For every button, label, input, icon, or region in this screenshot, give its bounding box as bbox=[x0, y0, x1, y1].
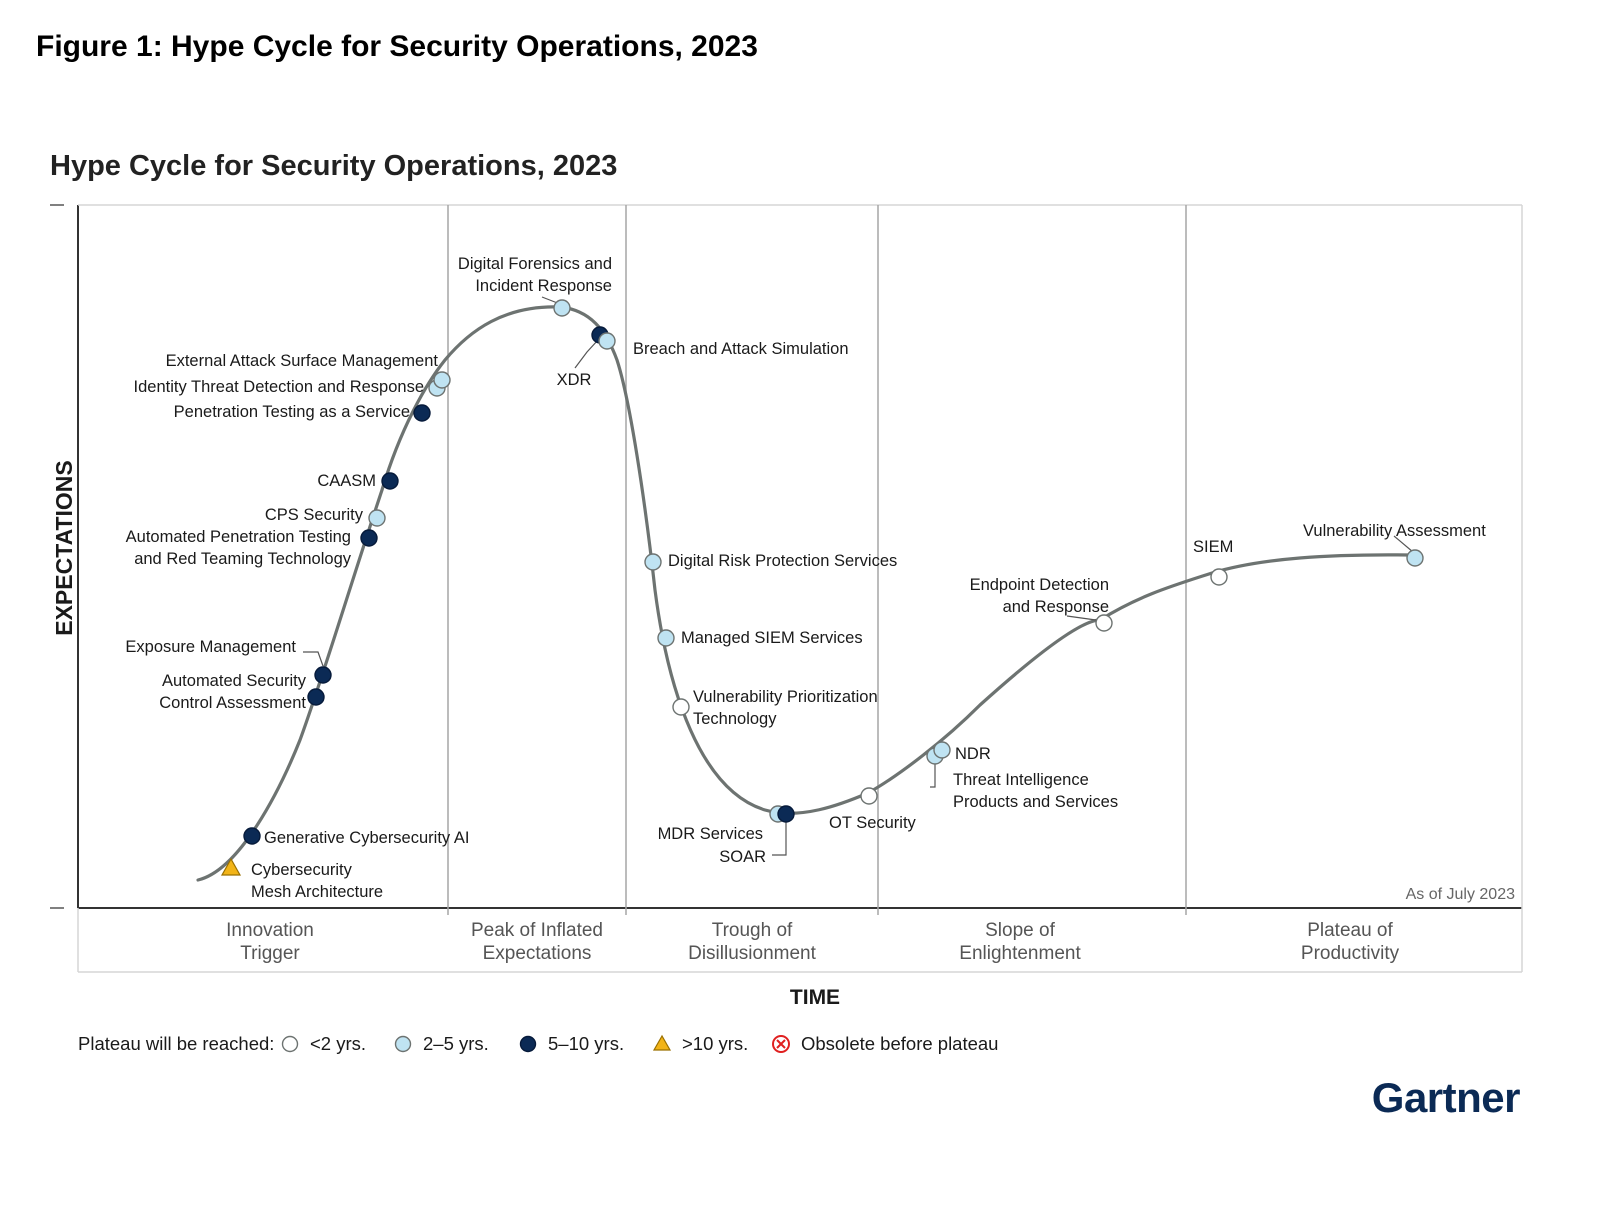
legend-prefix: Plateau will be reached: bbox=[78, 1033, 274, 1054]
chart-title: Hype Cycle for Security Operations, 2023 bbox=[50, 150, 617, 182]
technology-labels: Cybersecurity Mesh Architecture Generative… bbox=[125, 255, 1486, 901]
label-siem: SIEM bbox=[1193, 538, 1233, 556]
marker-vulnerability-prioritization-technology bbox=[672, 698, 690, 716]
marker-vulnerability-assessment bbox=[1406, 549, 1424, 567]
legend-item-gt10: >10 yrs. bbox=[652, 1033, 748, 1054]
marker-automated-penetration-testing-and-red-teaming-technology bbox=[360, 529, 378, 547]
label-caasm: CAASM bbox=[317, 472, 376, 490]
legend-label: 2–5 yrs. bbox=[423, 1033, 489, 1054]
label-external-attack-surface-management: External Attack Surface Management bbox=[166, 352, 439, 370]
label-xdr: XDR bbox=[557, 371, 592, 389]
leader-line bbox=[574, 339, 599, 369]
leader-line bbox=[772, 822, 787, 856]
gartner-logo: Gartner bbox=[1372, 1074, 1520, 1121]
legend-item-obsolete: Obsolete before plateau bbox=[772, 1033, 998, 1054]
marker-automated-security-control-assessment bbox=[307, 688, 325, 706]
light-blue-circle-icon bbox=[394, 1035, 412, 1053]
marker-soar bbox=[777, 805, 795, 823]
y-axis-label: EXPECTATIONS bbox=[51, 460, 77, 636]
as-of-label: As of July 2023 bbox=[1406, 886, 1516, 903]
label-vulnerability-prioritization-technology: Vulnerability Prioritization Technology bbox=[693, 688, 878, 728]
label-automated-penetration-testing-and-red-teaming-technology: Automated Penetration Testing and Red Tea… bbox=[126, 528, 352, 568]
marker-digital-risk-protection-services bbox=[644, 553, 662, 571]
legend: Plateau will be reached: <2 yrs. 2–5 yrs. 5… bbox=[78, 1033, 998, 1054]
dark-blue-circle-icon bbox=[519, 1035, 537, 1053]
label-ndr: NDR bbox=[955, 745, 991, 763]
label-identity-threat-detection-and-response: Identity Threat Detection and Response bbox=[134, 378, 424, 396]
phase-label: Innovation Trigger bbox=[226, 920, 314, 964]
label-generative-cybersecurity-ai: Generative Cybersecurity AI bbox=[264, 829, 469, 847]
phase-labels: Innovation Trigger Peak of Inflated Expecta… bbox=[226, 920, 1399, 964]
label-soar: SOAR bbox=[719, 848, 766, 866]
marker-penetration-testing-as-a-service bbox=[413, 404, 431, 422]
label-automated-security-control-assessment: Automated Security Control Assessment bbox=[159, 672, 306, 712]
label-vulnerability-assessment: Vulnerability Assessment bbox=[1303, 522, 1486, 540]
marker-external-attack-surface-management bbox=[433, 371, 451, 389]
leader-line bbox=[303, 651, 324, 667]
marker-siem bbox=[1210, 568, 1228, 586]
label-breach-and-attack-simulation: Breach and Attack Simulation bbox=[633, 340, 849, 358]
label-digital-risk-protection-services: Digital Risk Protection Services bbox=[668, 552, 897, 570]
marker-ndr bbox=[933, 741, 951, 759]
marker-cps-security bbox=[368, 509, 386, 527]
legend-label: Obsolete before plateau bbox=[801, 1033, 998, 1054]
x-axis-label: TIME bbox=[790, 986, 840, 1009]
leader-lines bbox=[303, 296, 1414, 856]
phase-label: Plateau of Productivity bbox=[1301, 920, 1400, 964]
label-threat-intelligence-products-and-services: Threat Intelligence Products and Services bbox=[953, 771, 1118, 811]
legend-item-y5to10: 5–10 yrs. bbox=[519, 1033, 624, 1054]
label-digital-forensics-and-incident-response: Digital Forensics and Incident Response bbox=[458, 255, 612, 295]
label-managed-siem-services: Managed SIEM Services bbox=[681, 629, 863, 647]
label-cybersecurity-mesh-architecture: Cybersecurity Mesh Architecture bbox=[251, 861, 383, 901]
legend-label: <2 yrs. bbox=[310, 1033, 366, 1054]
x-circle-icon bbox=[772, 1035, 790, 1053]
label-ot-security: OT Security bbox=[829, 814, 917, 832]
technology-markers bbox=[220, 299, 1424, 876]
leader-line bbox=[1393, 535, 1414, 553]
leader-line bbox=[930, 763, 936, 788]
phase-label: Trough of Disillusionment bbox=[688, 920, 816, 964]
marker-caasm bbox=[381, 472, 399, 490]
phase-label: Peak of Inflated Expectations bbox=[471, 920, 603, 964]
legend-item-lt2: <2 yrs. bbox=[281, 1033, 366, 1054]
phase-label: Slope of Enlightenment bbox=[959, 920, 1081, 964]
label-penetration-testing-as-a-service: Penetration Testing as a Service bbox=[174, 403, 410, 421]
marker-breach-and-attack-simulation bbox=[598, 332, 616, 350]
label-exposure-management: Exposure Management bbox=[125, 638, 296, 656]
marker-ot-security bbox=[860, 787, 878, 805]
white-circle-icon bbox=[281, 1035, 299, 1053]
legend-label: >10 yrs. bbox=[682, 1033, 748, 1054]
marker-generative-cybersecurity-ai bbox=[243, 827, 261, 845]
marker-exposure-management bbox=[314, 666, 332, 684]
marker-digital-forensics-and-incident-response bbox=[553, 299, 571, 317]
marker-managed-siem-services bbox=[657, 629, 675, 647]
triangle-icon bbox=[652, 1034, 672, 1051]
label-mdr-services: MDR Services bbox=[658, 825, 763, 843]
marker-endpoint-detection-and-response bbox=[1095, 614, 1113, 632]
marker-cybersecurity-mesh-architecture bbox=[220, 857, 242, 876]
label-cps-security: CPS Security bbox=[265, 506, 364, 524]
legend-label: 5–10 yrs. bbox=[548, 1033, 624, 1054]
label-endpoint-detection-and-response: Endpoint Detection and Response bbox=[970, 576, 1109, 616]
figure-title: Figure 1: Hype Cycle for Security Operat… bbox=[36, 30, 758, 63]
legend-item-y2to5: 2–5 yrs. bbox=[394, 1033, 489, 1054]
